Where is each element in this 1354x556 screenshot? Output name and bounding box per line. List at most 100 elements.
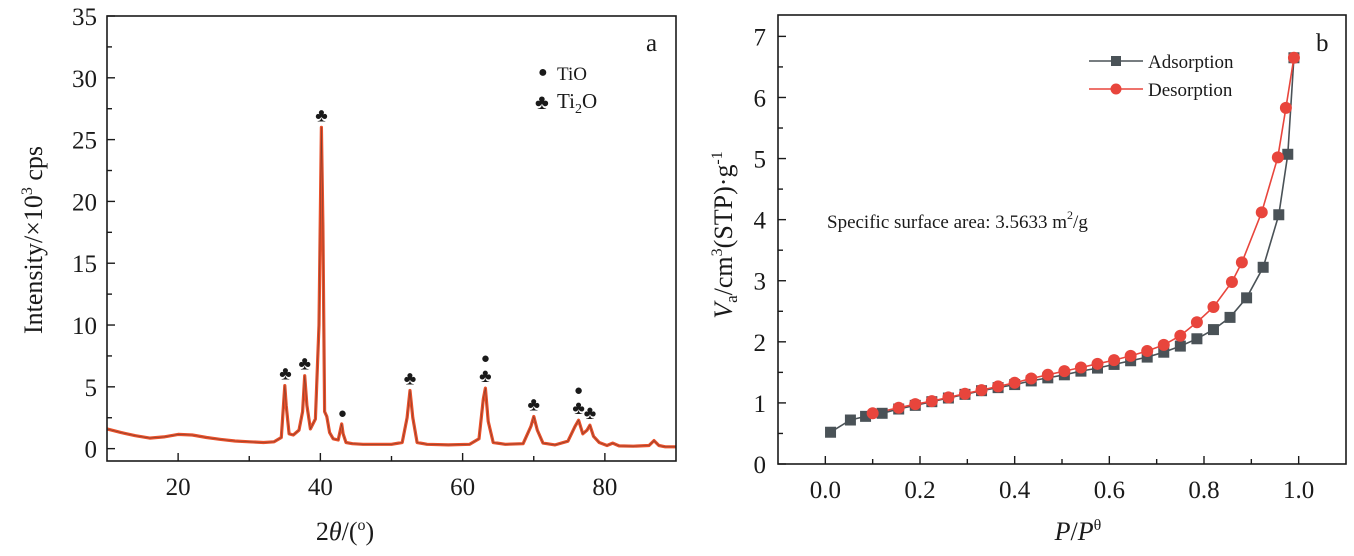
- y-tick-label: 7: [754, 24, 767, 51]
- desorption-point: [1124, 349, 1137, 362]
- x-tick-label: 0.8: [1188, 477, 1219, 504]
- adsorption-point: [1282, 148, 1294, 160]
- desorption-point: [992, 380, 1005, 393]
- desorption-point: [1225, 275, 1238, 288]
- desorption-point: [942, 391, 955, 404]
- y-tick-label: 1: [754, 391, 767, 418]
- desorption-point: [1174, 329, 1187, 342]
- y-tick-label: 5: [85, 375, 98, 402]
- xrd-x-axis-title: 2θ/(o): [316, 517, 374, 546]
- xrd-y-axis-title: Intensity/×103 cps: [19, 146, 48, 334]
- adsorption-point: [1224, 311, 1236, 323]
- desorption-point: [1235, 256, 1248, 269]
- desorption-point: [1207, 301, 1220, 314]
- x-tick-label: 0.6: [1094, 477, 1125, 504]
- y-tick-label: 6: [754, 85, 767, 112]
- ti2o-club-icon: ♣: [479, 366, 491, 387]
- desorption-point: [1190, 316, 1203, 329]
- x-tick-label: 0.2: [904, 477, 935, 504]
- adsorption-point: [1191, 333, 1203, 345]
- xrd-plot-data: ♣ ♣♣●♣ ♣●♣ ♣●♣: [106, 105, 676, 449]
- desorption-line: [872, 57, 1295, 415]
- xrd-panel-label: a: [646, 30, 657, 57]
- desorption-point: [1008, 376, 1021, 389]
- tio-dot-icon: ●: [481, 351, 490, 367]
- desorption-point: [975, 384, 988, 397]
- adsorption-point: [1207, 324, 1219, 336]
- ti2o-club-icon: ♣: [315, 105, 327, 126]
- x-tick-label: 0.0: [810, 477, 841, 504]
- xrd-axis-ticks: 20 40 60 80 0 5 10 15 20 25 30 35: [72, 4, 617, 501]
- x-tick-label: 20: [166, 474, 191, 501]
- adsorption-point: [844, 414, 856, 426]
- desorption-point: [909, 398, 922, 411]
- y-tick-label: 0: [85, 437, 98, 464]
- xrd-series-line: [106, 125, 676, 449]
- desorption-point: [958, 387, 971, 400]
- adsorption-point: [860, 410, 872, 422]
- y-tick-label: 30: [72, 66, 97, 93]
- desorption-point: [1041, 368, 1054, 381]
- y-tick-label: 10: [72, 313, 97, 340]
- y-tick-label: 3: [754, 269, 767, 296]
- legend-desorption-label: Desorption: [1148, 80, 1233, 101]
- adsorption-point: [1141, 351, 1153, 363]
- legend-ti2o-club-icon: ♣: [535, 90, 549, 114]
- desorption-point: [866, 407, 879, 420]
- desorption-point: [1108, 354, 1121, 367]
- surface-area-annotation: Specific surface area: 3.5633 m2/g: [827, 208, 1088, 233]
- xrd-series-inner-line: [106, 127, 676, 448]
- legend-adsorption-square-icon: [1111, 56, 1121, 66]
- legend-adsorption-label: Adsorption: [1148, 52, 1234, 73]
- y-tick-label: 5: [754, 147, 767, 174]
- x-tick-label: 80: [592, 474, 617, 501]
- isotherm-plot-data: [825, 51, 1300, 438]
- y-tick-label: 20: [72, 189, 97, 216]
- y-tick-label: 35: [72, 4, 97, 31]
- isotherm-axis-ticks: 0.0 0.2 0.4 0.6 0.8 1.0 0 1 2 3 4 5 6 7: [754, 24, 1315, 504]
- legend-tio-dot-icon: ●: [538, 64, 548, 81]
- xrd-legend: ● TiO ♣ Ti2O: [535, 64, 597, 117]
- desorption-point: [1058, 365, 1071, 378]
- y-tick-label: 0: [754, 452, 767, 479]
- adsorption-point: [1174, 340, 1186, 352]
- desorption-point: [1091, 357, 1104, 370]
- adsorption-point: [1257, 261, 1269, 273]
- desorption-point: [1279, 101, 1292, 114]
- legend-desorption-circle-icon: [1110, 83, 1122, 95]
- ti2o-club-icon: ♣: [404, 369, 416, 390]
- y-tick-label: 4: [754, 208, 767, 235]
- y-tick-label: 2: [754, 330, 767, 357]
- ti2o-club-icon: ♣: [298, 354, 310, 375]
- desorption-point: [925, 395, 938, 408]
- adsorption-point: [825, 426, 837, 438]
- ti2o-club-icon: ♣: [279, 364, 291, 385]
- tio-dot-icon: ●: [574, 383, 583, 399]
- adsorption-point: [1241, 292, 1253, 304]
- desorption-point: [1271, 151, 1284, 164]
- ti2o-club-icon: ♣: [528, 395, 540, 416]
- isotherm-x-axis-title: P/Pθ: [1054, 517, 1102, 546]
- adsorption-point: [1158, 346, 1170, 358]
- x-tick-label: 40: [308, 474, 333, 501]
- legend-ti2o-label: Ti2O: [557, 89, 597, 117]
- desorption-point: [1025, 372, 1038, 385]
- desorption-point: [1141, 344, 1154, 357]
- isotherm-plot-frame: [777, 14, 1347, 465]
- y-tick-label: 15: [72, 251, 97, 278]
- x-tick-label: 1.0: [1283, 477, 1314, 504]
- xrd-plot-frame: [106, 15, 677, 462]
- tio-dot-icon: ●: [338, 406, 347, 422]
- isotherm-panel-label: b: [1316, 30, 1329, 57]
- desorption-point: [1074, 361, 1087, 374]
- isotherm-chart: 0.0 0.2 0.4 0.6 0.8 1.0 0 1 2 3 4 5 6 7 b Adsorption …: [709, 14, 1347, 546]
- y-tick-label: 25: [72, 128, 97, 155]
- isotherm-legend: Adsorption Desorption: [1089, 52, 1234, 101]
- desorption-point: [1287, 51, 1300, 64]
- adsorption-point: [876, 407, 888, 419]
- desorption-point: [892, 401, 905, 414]
- desorption-point: [1157, 338, 1170, 351]
- ti2o-club-icon: ♣: [572, 398, 584, 419]
